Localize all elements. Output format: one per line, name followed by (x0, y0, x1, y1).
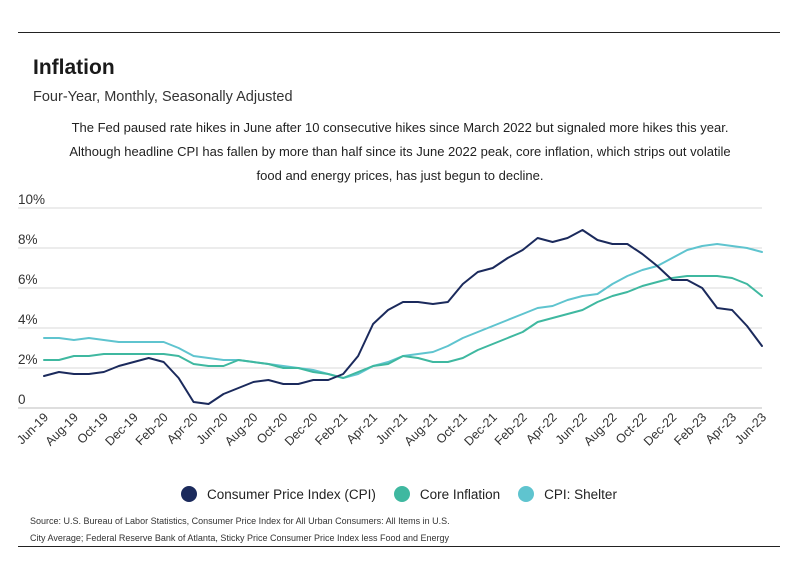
x-tick-label: Apr-23 (703, 410, 739, 446)
x-tick-label: Aug-21 (402, 410, 440, 448)
legend-item-cpi: Consumer Price Index (CPI) (181, 486, 376, 502)
x-tick-label: Jun-23 (732, 410, 769, 447)
y-tick-label: 0 (18, 392, 26, 407)
annotation-line: Although headline CPI has fallen by more… (69, 144, 731, 159)
chart-subtitle: Four-Year, Monthly, Seasonally Adjusted (33, 89, 293, 105)
legend-item-shelter: CPI: Shelter (518, 486, 617, 502)
legend-swatch (393, 486, 410, 502)
legend-item-core: Core Inflation (393, 486, 501, 502)
x-tick-label: Aug-20 (222, 410, 260, 448)
chart-legend: Consumer Price Index (CPI) Core Inflatio… (0, 486, 798, 502)
source-note: Source: U.S. Bureau of Labor Statistics,… (30, 513, 450, 547)
bottom-rule (18, 546, 780, 547)
x-tick-label: Dec-19 (102, 410, 140, 448)
top-rule (18, 32, 780, 33)
chart-title: Inflation (33, 56, 115, 79)
x-tick-label: Apr-22 (523, 410, 559, 446)
x-tick-label: Feb-20 (133, 410, 171, 448)
x-tick-label: Dec-22 (641, 410, 679, 448)
y-tick-label: 8% (18, 232, 38, 247)
x-tick-label: Dec-21 (461, 410, 499, 448)
x-tick-label: Feb-21 (312, 410, 350, 448)
x-tick-label: Feb-22 (492, 410, 530, 448)
source-line: Source: U.S. Bureau of Labor Statistics,… (30, 516, 450, 526)
y-tick-label: 10% (18, 192, 45, 207)
y-tick-label: 6% (18, 272, 38, 287)
annotation-line: food and energy prices, has just begun t… (256, 168, 544, 183)
x-tick-label: Apr-21 (344, 410, 380, 446)
x-tick-label: Aug-19 (43, 410, 81, 448)
x-tick-label: Dec-20 (282, 410, 320, 448)
legend-label: CPI: Shelter (544, 486, 617, 502)
chart-annotation: The Fed paused rate hikes in June after … (60, 116, 740, 188)
y-tick-label: 2% (18, 352, 38, 367)
x-tick-label: Feb-23 (671, 410, 709, 448)
y-tick-label: 4% (18, 312, 38, 327)
legend-label: Consumer Price Index (CPI) (207, 486, 376, 502)
source-line: City Average; Federal Reserve Bank of At… (30, 533, 450, 543)
series-line-cpi (43, 229, 763, 405)
legend-swatch (518, 486, 535, 502)
legend-swatch (181, 486, 198, 502)
line-chart: 02%4%6%8%10%Jun-19Aug-19Oct-19Dec-19Feb-… (14, 192, 769, 449)
annotation-line: The Fed paused rate hikes in June after … (71, 120, 729, 135)
legend-label: Core Inflation (419, 486, 501, 502)
series-line-core (43, 275, 763, 379)
x-tick-label: Apr-20 (164, 410, 200, 446)
x-tick-label: Aug-22 (581, 410, 619, 448)
